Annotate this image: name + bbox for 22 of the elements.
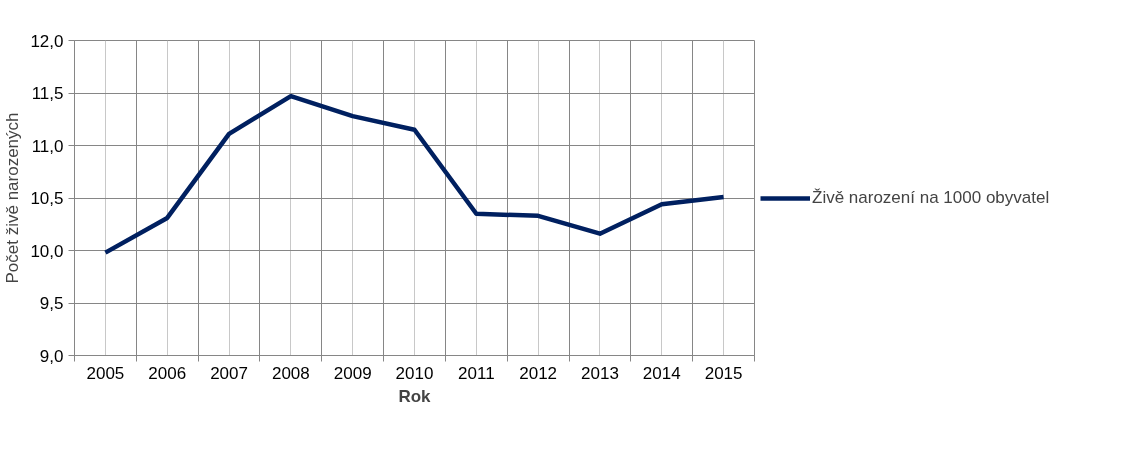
- y-axis-title: Počet živě narozených: [3, 112, 23, 284]
- x-tick-label: 2009: [333, 363, 372, 383]
- y-tick-label: 10,5: [30, 189, 64, 208]
- y-tick-label: 9,5: [39, 294, 64, 313]
- x-tick-label: 2010: [395, 363, 434, 383]
- y-tick-label: 12,0: [30, 31, 64, 51]
- x-tick-label: 2015: [704, 363, 743, 383]
- y-tick-label: 11,0: [31, 136, 64, 156]
- line-series: [103, 93, 726, 255]
- y-tick-label: 9,0: [39, 346, 64, 366]
- x-tick-label: 2014: [642, 363, 681, 383]
- y-tick-label: 11,5: [31, 84, 64, 103]
- x-tick-label: 2013: [581, 363, 619, 383]
- legend-label: Živě narození na 1000 obyvatel: [812, 187, 1050, 208]
- x-tick-label: 2005: [86, 363, 125, 383]
- x-tick-label: 2007: [210, 363, 248, 383]
- x-axis-title: Rok: [398, 386, 432, 406]
- y-tick-label: 10,0: [30, 241, 64, 261]
- x-tick-label: 2011: [458, 363, 495, 383]
- x-tick-label: 2012: [519, 363, 558, 383]
- x-tick-label: 2006: [148, 363, 187, 383]
- x-tick-label: 2008: [271, 363, 310, 383]
